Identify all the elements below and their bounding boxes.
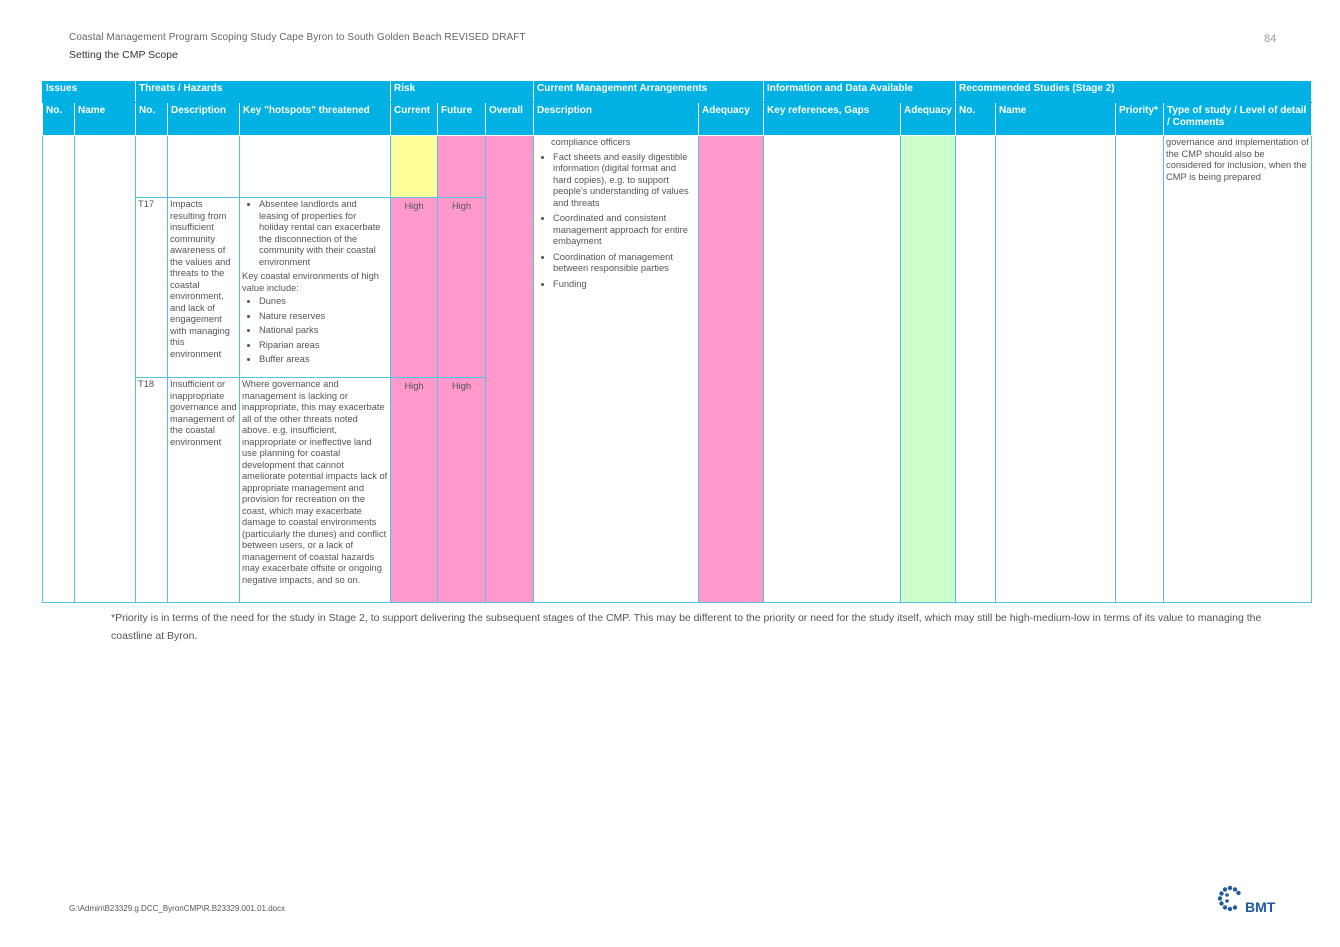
bmt-logo-icon (1217, 885, 1241, 912)
risk-current-cell: High (390, 197, 439, 378)
risk-overall-cell (485, 135, 535, 603)
issue-no-cell (42, 135, 75, 603)
list-item: Coordination of management between respo… (553, 252, 696, 275)
col-threat-description: Description (167, 102, 241, 136)
threat-no-cell: T18 (135, 377, 169, 603)
risk-future-cell (437, 135, 487, 198)
risk-future-cell: High (437, 377, 487, 603)
group-studies: Recommended Studies (Stage 2) (955, 80, 1313, 103)
group-threats: Threats / Hazards (135, 80, 392, 103)
col-priority: Priority* (1115, 102, 1165, 136)
file-path: G:\Admin\B23329.g.DCC_ByronCMP\R.B23329.… (69, 904, 286, 913)
col-hotspots: Key "hotspots" threatened (239, 102, 392, 136)
list-item: Riparian areas (259, 340, 388, 352)
risk-future-cell: High (437, 197, 487, 378)
table-row-continued: compliance officers Fact sheets and easi… (42, 135, 1313, 603)
col-issue-name: Name (73, 102, 137, 136)
col-key-references: Key references, Gaps (763, 102, 902, 136)
col-mgmt-adequacy: Adequacy (698, 102, 765, 136)
list-item: National parks (259, 325, 388, 337)
group-information: Information and Data Available (763, 80, 957, 103)
threat-desc-cell (167, 135, 241, 198)
column-header-row: No. Name No. Description Key "hotspots" … (42, 102, 1313, 136)
info-adequacy-cell (900, 135, 957, 603)
col-study-no: No. (955, 102, 997, 136)
threat-no-cell: T17 (135, 197, 169, 378)
study-name-cell (995, 135, 1117, 603)
key-references-cell (763, 135, 902, 603)
list-item: Nature reserves (259, 311, 388, 323)
threat-no-cell (135, 135, 169, 198)
document-title: Coastal Management Program Scoping Study… (69, 32, 526, 43)
col-mgmt-description: Description (533, 102, 700, 136)
hotspot-cell: Absentee landlords and leasing of proper… (239, 197, 392, 378)
scope-table: Issues Threats / Hazards Risk Current Ma… (41, 80, 1313, 603)
priority-cell (1115, 135, 1165, 603)
col-study-name: Name (995, 102, 1117, 136)
col-issue-no: No. (42, 102, 75, 136)
list-item: Coordinated and consistent management ap… (553, 213, 696, 248)
hotspot-intro-text: Key coastal environments of high value i… (242, 271, 379, 293)
col-risk-overall: Overall (485, 102, 535, 136)
hotspot-environments-list: Dunes Nature reserves National parks Rip… (242, 296, 388, 366)
mgmt-description-cell: compliance officers Fact sheets and easi… (533, 135, 700, 603)
study-type-cell: governance and implementation of the CMP… (1163, 135, 1313, 603)
priority-footnote: *Priority is in terms of the need for th… (111, 612, 1262, 642)
group-header-row: Issues Threats / Hazards Risk Current Ma… (41, 80, 1313, 103)
mgmt-bullet-list: Fact sheets and easily digestible inform… (536, 152, 696, 291)
col-risk-current: Current (390, 102, 439, 136)
hotspot-bullet-list: Absentee landlords and leasing of proper… (242, 199, 388, 268)
page-number: 84 (1264, 33, 1277, 45)
threat-desc-cell: Insufficient or inappropriate governance… (167, 377, 241, 603)
col-info-adequacy: Adequacy (900, 102, 957, 136)
group-risk: Risk (390, 80, 535, 103)
list-item: Buffer areas (259, 354, 388, 366)
col-threat-no: No. (135, 102, 169, 136)
mgmt-adequacy-cell (698, 135, 765, 603)
list-item: Dunes (259, 296, 388, 308)
group-issues: Issues (41, 80, 137, 103)
table-row: T18 Insufficient or inappropriate govern… (43, 377, 1312, 603)
list-item: Funding (553, 279, 696, 291)
table-row: T17 Impacts resulting from insufficient … (43, 197, 1312, 378)
list-item: Fact sheets and easily digestible inform… (553, 152, 696, 210)
study-no-cell (955, 135, 997, 603)
study-comments-text: governance and implementation of the CMP… (1166, 137, 1309, 182)
col-study-type: Type of study / Level of detail / Commen… (1163, 102, 1313, 136)
mgmt-lead-text: compliance officers (551, 137, 631, 147)
threat-desc-cell: Impacts resulting from insufficient comm… (167, 197, 241, 378)
hotspot-cell: Where governance and management is lacki… (239, 377, 392, 603)
group-management: Current Management Arrangements (533, 80, 765, 103)
section-title: Setting the CMP Scope (69, 49, 178, 61)
hotspot-cell (239, 135, 392, 198)
risk-current-cell: High (390, 377, 439, 603)
bmt-logo-text: BMT (1245, 899, 1276, 915)
risk-current-cell (390, 135, 439, 198)
col-risk-future: Future (437, 102, 487, 136)
list-item: Absentee landlords and leasing of proper… (259, 199, 388, 268)
issue-name-cell (73, 135, 137, 603)
